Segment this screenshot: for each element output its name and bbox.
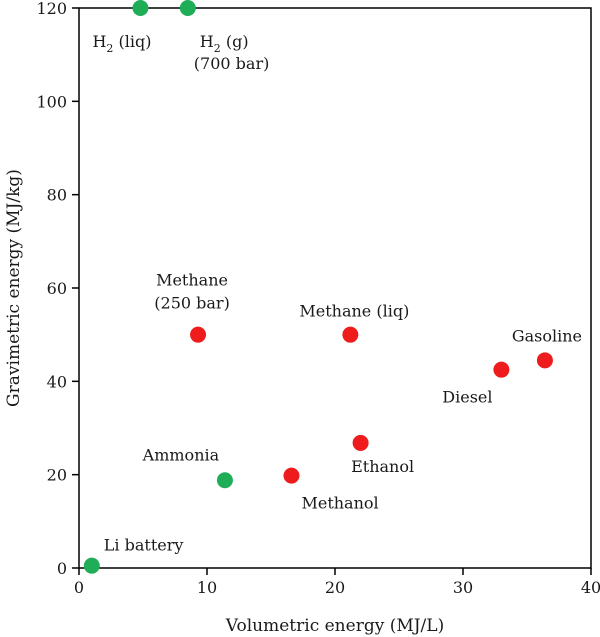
y-tick-label: 80 bbox=[47, 186, 67, 205]
point-label-subscript: 2 bbox=[106, 42, 113, 55]
y-tick-label: 20 bbox=[47, 466, 67, 485]
y-axis-label: Gravimetric energy (MJ/kg) bbox=[4, 169, 24, 407]
data-point bbox=[132, 0, 149, 16]
data-point bbox=[179, 0, 196, 16]
x-tick-label: 40 bbox=[581, 578, 600, 597]
point-label: Ethanol bbox=[351, 457, 414, 476]
point-label-text: (g) bbox=[221, 32, 249, 51]
x-tick-label: 20 bbox=[325, 578, 345, 597]
y-tick-label: 60 bbox=[47, 279, 67, 298]
point-label-text: H bbox=[200, 32, 214, 51]
point-label-text: (liq) bbox=[113, 32, 151, 51]
x-tick-label: 30 bbox=[453, 578, 473, 597]
x-tick-label: 10 bbox=[197, 578, 217, 597]
y-axis: 0 20 40 60 80 100 120 bbox=[36, 0, 79, 578]
data-point bbox=[342, 326, 359, 343]
y-tick-label: 0 bbox=[57, 559, 67, 578]
point-label: Ammonia bbox=[142, 445, 220, 464]
data-point bbox=[536, 352, 553, 369]
point-label: Methane (liq) bbox=[299, 302, 409, 321]
point-label-line2: (700 bar) bbox=[194, 54, 270, 73]
x-axis: 0 10 20 30 40 bbox=[74, 568, 600, 597]
point-label-subscript: 2 bbox=[214, 42, 221, 55]
point-label-text: H bbox=[92, 32, 106, 51]
y-tick-label: 100 bbox=[36, 92, 67, 111]
point-label: Methane bbox=[156, 271, 228, 290]
point-label: H2 (g) bbox=[200, 32, 249, 55]
data-point bbox=[190, 326, 207, 343]
point-label-line2: (250 bar) bbox=[154, 294, 230, 313]
data-points bbox=[83, 0, 553, 574]
point-label: Gasoline bbox=[512, 326, 582, 345]
x-tick-label: 0 bbox=[74, 578, 84, 597]
point-label: Li battery bbox=[104, 536, 184, 555]
data-point bbox=[216, 472, 233, 489]
point-labels: H2 (liq) H2 (g)(700 bar)Methane(250 bar) M… bbox=[92, 32, 582, 555]
y-tick-label: 40 bbox=[47, 372, 67, 391]
point-label: Methanol bbox=[301, 494, 378, 513]
x-axis-label: Volumetric energy (MJ/L) bbox=[225, 616, 444, 636]
data-point bbox=[283, 467, 300, 484]
point-label: Diesel bbox=[442, 388, 492, 407]
y-tick-label: 120 bbox=[36, 0, 67, 18]
data-point bbox=[83, 557, 100, 574]
data-point bbox=[352, 434, 369, 451]
point-label: H2 (liq) bbox=[92, 32, 151, 55]
data-point bbox=[493, 361, 510, 378]
